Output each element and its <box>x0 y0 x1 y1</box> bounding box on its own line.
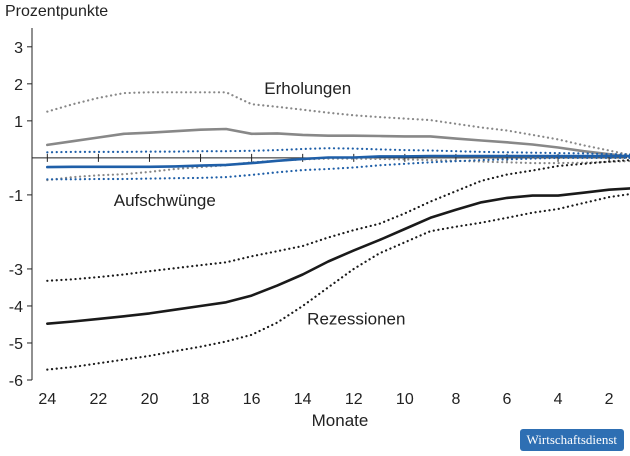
series-line-aufschwünge-dotted <box>46 147 630 156</box>
series-layer <box>46 91 630 371</box>
series-line-aufschwünge-dotted <box>46 156 630 181</box>
group-label: Aufschwünge <box>114 191 216 210</box>
x-tick-label: 2 <box>605 391 614 408</box>
series-line-erholungen-dotted <box>46 157 630 182</box>
series-line-rezessionen-dotted <box>46 192 630 371</box>
y-axis-label: Prozentpunkte <box>5 3 109 20</box>
x-tick-label: 22 <box>89 391 107 408</box>
y-tick-label: 3 <box>14 40 23 57</box>
x-tick-label: 6 <box>503 391 512 408</box>
y-tick-label: 1 <box>14 114 23 131</box>
axes: 3 2 1 -1 -3 -4 -5 -6 24 22 20 18 16 14 12 10 8 6 4 2 Monate <box>9 28 627 430</box>
group-label: Rezessionen <box>307 309 405 328</box>
x-tick-label: 18 <box>192 391 210 408</box>
x-axis-label: Monate <box>312 411 369 430</box>
y-tick-label: -3 <box>9 262 23 279</box>
series-line-rezessionen-dotted <box>46 158 630 282</box>
x-tick-label: 16 <box>243 391 261 408</box>
x-tick-label: 8 <box>451 391 460 408</box>
x-tick-label: 10 <box>396 391 414 408</box>
y-tick-label: -1 <box>9 188 23 205</box>
y-tick-label: -5 <box>9 336 23 353</box>
brand-logo: Wirtschaftsdienst <box>519 429 624 451</box>
x-tick-label: 20 <box>141 391 159 408</box>
x-tick-label: 4 <box>554 391 563 408</box>
series-line-erholungen-solid <box>46 127 630 158</box>
series-line-rezessionen-solid <box>46 187 630 325</box>
x-tick-label: 24 <box>38 391 56 408</box>
series-line-aufschwünge-solid <box>46 154 630 169</box>
y-tick-label: -6 <box>9 373 23 390</box>
group-label: Erholungen <box>264 79 351 98</box>
group-labels: Erholungen Aufschwünge Rezessionen <box>114 79 406 328</box>
y-tick-label: 2 <box>14 77 23 94</box>
y-tick-label: -4 <box>9 299 23 316</box>
x-tick-label: 12 <box>345 391 363 408</box>
x-tick-label: 14 <box>294 391 312 408</box>
